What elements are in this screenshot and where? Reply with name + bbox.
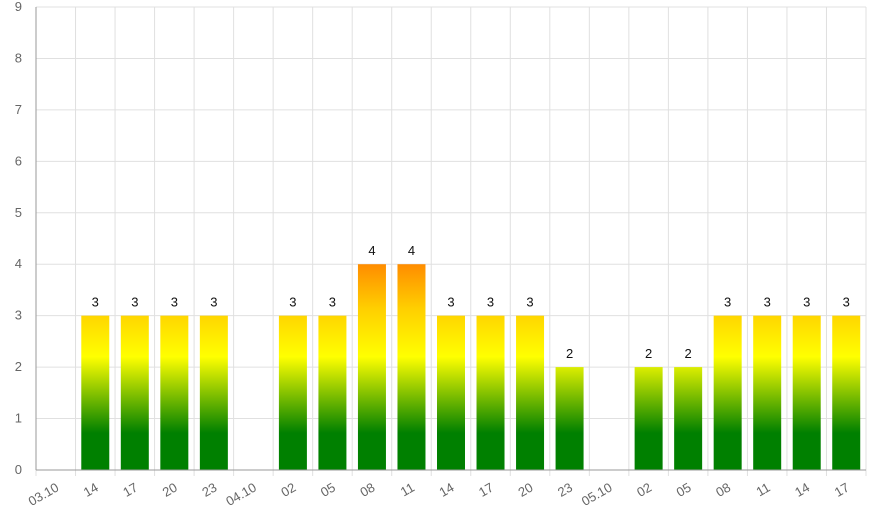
y-tick-label: 7 bbox=[15, 102, 22, 117]
bar[interactable] bbox=[832, 315, 861, 470]
x-tick-label: 04.10 bbox=[223, 480, 259, 509]
bar[interactable] bbox=[674, 367, 703, 470]
x-tick-label: 17 bbox=[832, 480, 852, 500]
y-tick-label: 8 bbox=[15, 50, 22, 65]
bar[interactable] bbox=[437, 315, 465, 470]
bar-value-label: 3 bbox=[843, 295, 850, 310]
bar[interactable] bbox=[753, 315, 782, 470]
y-tick-label: 6 bbox=[15, 153, 22, 168]
x-tick-label: 23 bbox=[555, 480, 575, 500]
bar-value-label: 3 bbox=[526, 295, 533, 310]
x-tick-label: 02 bbox=[278, 480, 298, 500]
x-tick-label: 20 bbox=[516, 480, 536, 500]
bar-value-label: 3 bbox=[171, 295, 178, 310]
bar[interactable] bbox=[516, 315, 545, 470]
bar[interactable] bbox=[160, 315, 189, 470]
bar-value-label: 3 bbox=[131, 295, 138, 310]
bar-value-label: 3 bbox=[764, 295, 771, 310]
x-tick-label: 11 bbox=[753, 480, 772, 500]
y-tick-label: 0 bbox=[15, 462, 22, 477]
bar-value-label: 3 bbox=[92, 295, 99, 310]
bar-value-label: 4 bbox=[368, 243, 375, 258]
x-tick-label: 05.10 bbox=[579, 480, 615, 509]
bar[interactable] bbox=[713, 315, 742, 470]
y-tick-layer: 0 1 2 3 4 5 6 7 8 9 bbox=[15, 0, 22, 477]
bar-value-label: 3 bbox=[447, 295, 454, 310]
bar[interactable] bbox=[318, 315, 347, 470]
y-tick-label: 2 bbox=[15, 359, 22, 374]
bar-value-label: 3 bbox=[803, 295, 810, 310]
bar-value-label: 3 bbox=[289, 295, 296, 310]
x-tick-label: 08 bbox=[713, 480, 733, 500]
bar[interactable] bbox=[792, 315, 821, 470]
y-tick-label: 3 bbox=[15, 308, 22, 323]
axis-layer bbox=[35, 7, 866, 471]
bar[interactable] bbox=[634, 367, 663, 470]
bar-value-label: 3 bbox=[329, 295, 336, 310]
x-tick-label: 03.10 bbox=[26, 480, 62, 509]
bar-value-label: 3 bbox=[210, 295, 217, 310]
bar-value-label: 4 bbox=[408, 243, 415, 258]
grid-layer bbox=[35, 6, 867, 476]
x-tick-label: 05 bbox=[674, 480, 694, 500]
x-tick-label: 20 bbox=[160, 480, 180, 500]
bar-value-label: 2 bbox=[645, 346, 652, 361]
x-tick-label: 02 bbox=[634, 480, 654, 500]
x-tick-label: 05 bbox=[318, 480, 338, 500]
x-tick-label: 23 bbox=[199, 480, 219, 500]
bar[interactable] bbox=[81, 315, 110, 470]
y-tick-label: 1 bbox=[15, 411, 22, 426]
bar[interactable] bbox=[120, 315, 149, 470]
y-tick-label: 4 bbox=[15, 256, 22, 271]
bar-layer bbox=[81, 264, 861, 470]
x-tick-label: 14 bbox=[81, 480, 101, 500]
bar[interactable] bbox=[357, 264, 386, 470]
x-tick-label: 14 bbox=[792, 480, 812, 500]
x-tick-label: 11 bbox=[398, 480, 417, 500]
x-tick-layer: 03.10 14 17 20 23 04.10 02 05 08 11 14 17 20 23 05.10 0… bbox=[26, 480, 852, 509]
bar[interactable] bbox=[397, 264, 426, 470]
bar-value-label: 3 bbox=[724, 295, 731, 310]
bar[interactable] bbox=[199, 315, 228, 470]
y-tick-label: 9 bbox=[15, 0, 22, 14]
x-tick-label: 17 bbox=[120, 480, 140, 500]
x-tick-label: 17 bbox=[476, 480, 496, 500]
y-tick-label: 5 bbox=[15, 205, 22, 220]
bar[interactable] bbox=[476, 315, 505, 470]
bar[interactable] bbox=[555, 367, 584, 470]
bar-value-label: 2 bbox=[685, 346, 692, 361]
x-tick-label: 08 bbox=[357, 480, 377, 500]
data-label-layer: 3 3 3 3 3 3 4 4 3 3 3 2 2 2 3 3 3 3 bbox=[92, 243, 850, 361]
x-tick-label: 14 bbox=[436, 480, 456, 500]
bar-value-label: 2 bbox=[566, 346, 573, 361]
bar[interactable] bbox=[278, 315, 307, 470]
bar-value-label: 3 bbox=[487, 295, 494, 310]
